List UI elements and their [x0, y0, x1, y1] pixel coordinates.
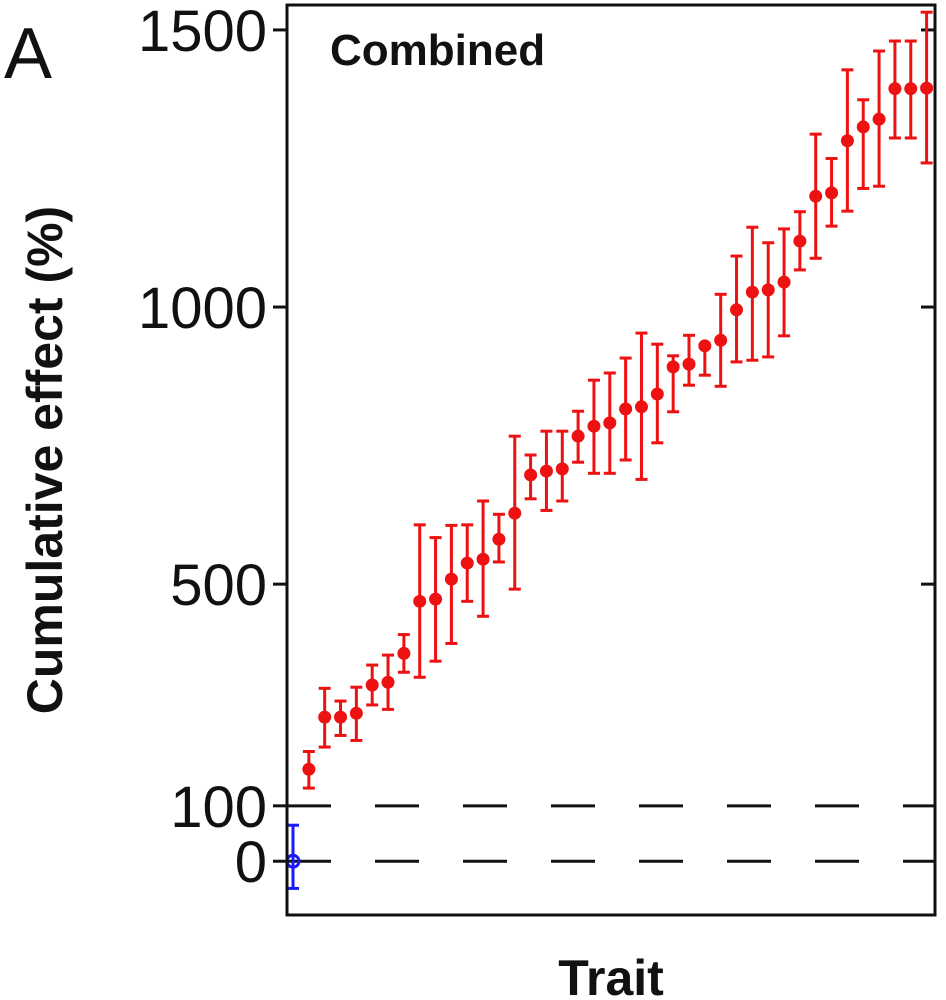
- data-point-traits: [888, 82, 902, 96]
- y-axis: 1500 1000 500 1000: [138, 0, 935, 895]
- data-point-traits: [555, 462, 569, 476]
- data-point-traits: [730, 303, 744, 317]
- data-point-traits: [349, 706, 363, 720]
- data-point-traits: [619, 402, 633, 416]
- plot-frame: [285, 3, 937, 917]
- data-point-traits: [920, 81, 934, 95]
- x-axis-label: Trait: [558, 950, 664, 1000]
- data-point-traits: [587, 419, 601, 433]
- data-point-traits: [745, 285, 759, 299]
- data-point-traits: [634, 400, 648, 414]
- data-point-traits: [666, 360, 680, 374]
- y-tick-label: 1500: [138, 0, 267, 64]
- data-point-traits: [413, 594, 427, 608]
- chart-title: Combined: [330, 26, 545, 75]
- data-point-traits: [381, 675, 395, 689]
- data-point-traits: [682, 357, 696, 371]
- data-point-traits: [318, 710, 332, 724]
- data-point-traits: [334, 710, 348, 724]
- data-point-traits: [539, 464, 553, 478]
- y-tick-label: 500: [170, 553, 267, 618]
- data-point-traits: [761, 283, 775, 297]
- y-tick-label: 0: [235, 830, 267, 895]
- data-point-traits: [460, 556, 474, 570]
- data-point-traits: [444, 572, 458, 586]
- y-axis-label: Cumulative effect (%): [17, 206, 73, 714]
- data-point-traits: [904, 82, 918, 96]
- data-point-traits: [508, 506, 522, 520]
- data-point-traits: [397, 646, 411, 660]
- panel-label: A: [4, 14, 52, 94]
- data-point-traits: [793, 234, 807, 248]
- data-point-traits: [492, 532, 506, 546]
- y-tick-label: 100: [170, 775, 267, 840]
- data-point-traits: [856, 120, 870, 134]
- data-point-traits: [650, 387, 664, 401]
- data-point-traits: [524, 468, 538, 482]
- data-point-traits: [302, 762, 316, 776]
- data-point-traits: [777, 275, 791, 289]
- data-point-traits: [571, 429, 585, 443]
- data-point-traits: [365, 678, 379, 692]
- y-tick-label: 1000: [138, 276, 267, 341]
- data-point-traits: [809, 189, 823, 203]
- data-point-traits: [872, 112, 886, 126]
- data-point-traits: [825, 186, 839, 200]
- data-point-traits: [476, 552, 490, 566]
- data-point-traits: [603, 416, 617, 430]
- reference-lines: [287, 804, 935, 863]
- data-point-traits: [840, 134, 854, 148]
- data-point-traits: [714, 333, 728, 347]
- data-point-traits: [698, 339, 712, 353]
- data-point-traits: [429, 592, 443, 606]
- data-marks: [285, 10, 934, 890]
